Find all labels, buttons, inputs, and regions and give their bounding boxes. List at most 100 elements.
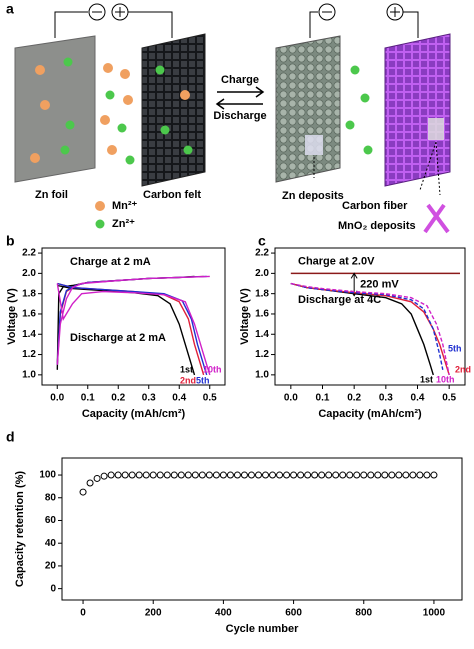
annotation: Charge at 2.0V (298, 255, 375, 267)
point (107, 471, 115, 479)
point (430, 471, 438, 479)
x-tick-label: 0 (80, 608, 86, 619)
point (283, 471, 291, 479)
series-line (56, 275, 208, 376)
point (100, 472, 108, 480)
label: Zn foil (35, 189, 68, 201)
x-tick-label: 0.3 (142, 393, 156, 404)
point (388, 471, 396, 479)
x-tick-label: 800 (355, 608, 372, 619)
plot-frame (61, 457, 463, 601)
wire (128, 11, 173, 38)
point (311, 471, 319, 479)
series-label: 2nd (180, 375, 196, 385)
series-line (290, 282, 444, 370)
point (381, 471, 389, 479)
point (142, 471, 150, 479)
x-tick-label: 0.1 (81, 393, 95, 404)
point (262, 471, 270, 479)
label: Zn deposits (282, 190, 344, 202)
legend-label: Zn²⁺ (112, 218, 135, 230)
x-tick-label: 0.1 (316, 393, 330, 404)
y-tick-label: 100 (39, 470, 56, 481)
point (332, 471, 340, 479)
annotation: Discharge at 4C (298, 294, 381, 306)
pointer (419, 141, 441, 196)
series-label: 5th (448, 343, 462, 353)
plot-frame (274, 247, 466, 386)
y-tick-label: 1.6 (255, 309, 269, 320)
label: Charge (221, 74, 259, 86)
panel-label: c (258, 233, 266, 249)
x-tick-label: 400 (215, 608, 232, 619)
point (416, 471, 424, 479)
label: Discharge (213, 110, 266, 122)
series-label: 1st (180, 364, 193, 374)
y-tick-label: 1.8 (22, 288, 36, 299)
y-tick-label: 2.0 (255, 268, 269, 279)
point (121, 471, 129, 479)
zoom-box (305, 135, 323, 155)
point (205, 471, 213, 479)
point (240, 471, 248, 479)
point (191, 471, 199, 479)
schematic: a Zn foil Carbon felt Mn²⁺ Zn²⁺ (6, 1, 451, 234)
point (156, 471, 164, 479)
point (325, 471, 333, 479)
point (269, 471, 277, 479)
panel-label: b (6, 233, 15, 249)
wire (54, 11, 88, 38)
point (226, 471, 234, 479)
carbon-felt (141, 33, 206, 187)
point (128, 471, 136, 479)
point (212, 471, 220, 479)
wire (309, 11, 318, 38)
fiber-icon (423, 203, 450, 234)
point (170, 471, 178, 479)
label: MnO₂ deposits (338, 220, 416, 232)
series-label: 5th (196, 375, 210, 385)
annotation: 220 mV (360, 278, 399, 290)
y-axis-label: Capacity retention (%) (14, 471, 26, 587)
x-tick-label: 0.4 (411, 393, 425, 404)
series-label: 10th (203, 364, 222, 374)
arrow (215, 98, 263, 110)
y-tick-label: 80 (45, 492, 57, 503)
y-tick-label: 2.2 (255, 248, 269, 259)
wire (403, 11, 419, 38)
x-tick-label: 600 (285, 608, 302, 619)
point (409, 471, 417, 479)
x-axis-label: Cycle number (226, 623, 299, 635)
x-tick-label: 0.2 (347, 393, 361, 404)
zn-foil (14, 35, 96, 183)
label: Carbon fiber (342, 200, 408, 212)
point (79, 488, 87, 496)
y-tick-label: 1.0 (255, 369, 269, 380)
point (297, 471, 305, 479)
series-label: 2nd (455, 364, 471, 374)
y-tick-label: 1.2 (22, 349, 36, 360)
y-tick-label: 1.4 (255, 329, 269, 340)
point (339, 471, 347, 479)
y-tick-label: 2.0 (22, 268, 36, 279)
y-tick-label: 20 (45, 561, 57, 572)
x-tick-label: 0.5 (442, 393, 456, 404)
point (177, 471, 185, 479)
y-axis-label: Voltage (V) (6, 288, 18, 345)
x-axis-label: Capacity (mAh/cm²) (82, 408, 186, 420)
plot-frame (41, 247, 226, 386)
point (233, 471, 241, 479)
y-tick-label: 40 (45, 538, 57, 549)
point (184, 471, 192, 479)
plus (390, 7, 400, 17)
point (318, 471, 326, 479)
point (304, 471, 312, 479)
x-tick-label: 0.2 (111, 393, 125, 404)
x-tick-label: 200 (145, 608, 162, 619)
zn-deposit-electrode (275, 35, 341, 183)
y-tick-label: 2.2 (22, 248, 36, 259)
point (198, 471, 206, 479)
zoom-box (428, 118, 444, 140)
point (114, 471, 122, 479)
panel-label: d (6, 429, 15, 445)
